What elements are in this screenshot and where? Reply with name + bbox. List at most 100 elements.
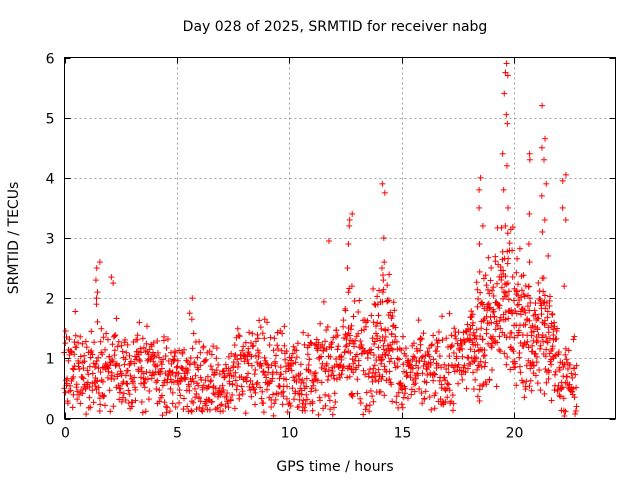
- data-point: [159, 382, 166, 389]
- data-point: [368, 346, 375, 353]
- data-point: [416, 358, 423, 365]
- data-point: [292, 359, 299, 366]
- data-point: [151, 353, 158, 360]
- data-point: [109, 356, 116, 363]
- data-point: [527, 365, 534, 372]
- data-point: [137, 358, 144, 365]
- data-point: [411, 388, 418, 395]
- data-point: [435, 329, 442, 336]
- data-point: [394, 363, 401, 370]
- data-point: [232, 377, 239, 384]
- data-point: [476, 186, 483, 193]
- data-point: [504, 230, 511, 237]
- data-point: [517, 369, 524, 376]
- data-point: [236, 395, 243, 402]
- data-point: [537, 345, 544, 352]
- data-point: [501, 350, 508, 357]
- data-point: [145, 396, 152, 403]
- data-point: [400, 361, 407, 368]
- data-point: [513, 382, 520, 389]
- data-point: [130, 380, 137, 387]
- data-point: [364, 354, 371, 361]
- data-point: [259, 388, 266, 395]
- data-point: [70, 373, 77, 380]
- data-point: [548, 397, 555, 404]
- data-point: [419, 370, 426, 377]
- data-point: [140, 380, 147, 387]
- data-point: [302, 407, 309, 414]
- data-point: [442, 377, 449, 384]
- data-point: [303, 391, 310, 398]
- data-point: [300, 397, 307, 404]
- data-point: [300, 379, 307, 386]
- data-point: [572, 408, 579, 415]
- data-point: [309, 400, 316, 407]
- data-point: [410, 353, 417, 360]
- data-point: [539, 332, 546, 339]
- data-point: [361, 347, 368, 354]
- data-point: [93, 295, 100, 302]
- data-point: [560, 363, 567, 370]
- data-point: [355, 309, 362, 316]
- data-point: [281, 323, 288, 330]
- data-point: [134, 332, 141, 339]
- data-point: [432, 371, 439, 378]
- data-point: [141, 384, 148, 391]
- data-point: [103, 330, 110, 337]
- data-point: [252, 366, 259, 373]
- data-point: [443, 365, 450, 372]
- data-point: [122, 396, 129, 403]
- data-point: [417, 347, 424, 354]
- data-point: [286, 400, 293, 407]
- data-point: [252, 401, 259, 408]
- data-point: [174, 363, 181, 370]
- data-point: [531, 307, 538, 314]
- data-point: [486, 305, 493, 312]
- data-point: [112, 332, 119, 339]
- data-point: [303, 383, 310, 390]
- data-point: [101, 392, 108, 399]
- data-point: [228, 350, 235, 357]
- data-point: [236, 333, 243, 340]
- data-point: [381, 259, 388, 266]
- data-point: [502, 309, 509, 316]
- data-point: [380, 235, 387, 241]
- data-point: [252, 352, 259, 359]
- data-point: [238, 383, 245, 390]
- data-point: [496, 302, 503, 309]
- data-point: [497, 314, 504, 321]
- data-point: [77, 333, 84, 340]
- data-point: [455, 380, 462, 387]
- data-point: [70, 391, 77, 398]
- data-point: [505, 315, 512, 322]
- data-point: [280, 388, 287, 395]
- data-point: [290, 343, 297, 350]
- data-point: [79, 340, 86, 347]
- data-point: [213, 345, 220, 352]
- data-point: [510, 348, 517, 355]
- data-point: [421, 396, 428, 403]
- data-point: [369, 393, 376, 400]
- data-point: [379, 272, 386, 279]
- data-point: [521, 307, 528, 314]
- data-point: [505, 296, 512, 303]
- data-point: [541, 390, 548, 397]
- data-point: [463, 385, 470, 392]
- data-point: [120, 390, 127, 397]
- data-point: [556, 366, 563, 373]
- data-point: [362, 323, 369, 330]
- data-point: [91, 379, 98, 386]
- data-point: [415, 372, 422, 379]
- data-point: [570, 385, 577, 392]
- data-point: [478, 364, 485, 371]
- data-point: [523, 378, 530, 385]
- data-point: [64, 375, 71, 382]
- data-point: [443, 335, 450, 342]
- data-point: [306, 356, 313, 363]
- data-point: [410, 377, 417, 384]
- data-point: [297, 370, 304, 377]
- data-point: [157, 371, 164, 378]
- data-point: [326, 397, 333, 404]
- data-point: [388, 345, 395, 352]
- data-point: [164, 336, 171, 343]
